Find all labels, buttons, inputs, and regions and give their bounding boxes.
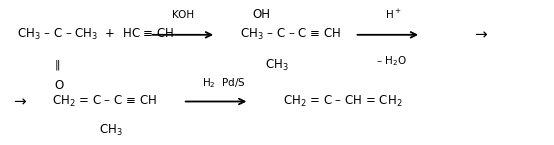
Text: O: O: [54, 79, 64, 92]
Text: KOH: KOH: [172, 10, 194, 19]
Text: CH$_2$ = C – C ≡ CH: CH$_2$ = C – C ≡ CH: [52, 94, 156, 109]
Text: CH$_3$: CH$_3$: [265, 58, 289, 73]
Text: H$_2$  Pd/S: H$_2$ Pd/S: [202, 76, 246, 90]
Text: H$^+$: H$^+$: [385, 8, 402, 21]
Text: →: →: [474, 27, 486, 42]
Text: →: →: [13, 94, 25, 109]
Text: OH: OH: [252, 8, 270, 21]
Text: CH$_3$ – C – CH$_3$  +  HC ≡ CH: CH$_3$ – C – CH$_3$ + HC ≡ CH: [17, 27, 174, 42]
Text: CH$_3$ – C – C ≡ CH: CH$_3$ – C – C ≡ CH: [240, 27, 341, 42]
Text: CH$_3$: CH$_3$: [99, 123, 122, 138]
Text: ‖: ‖: [54, 60, 60, 70]
Text: – H$_2$O: – H$_2$O: [376, 54, 407, 68]
Text: CH$_2$ = C – CH = CH$_2$: CH$_2$ = C – CH = CH$_2$: [283, 94, 402, 109]
